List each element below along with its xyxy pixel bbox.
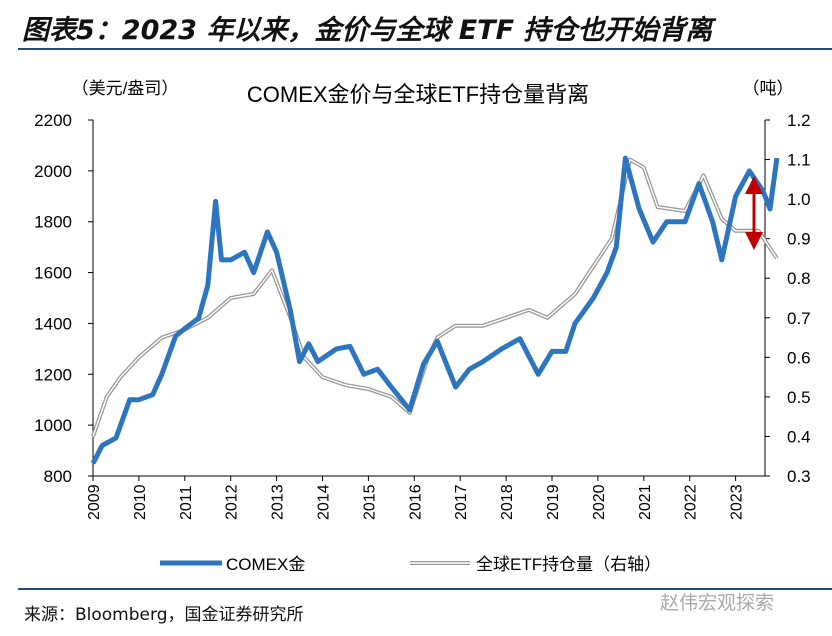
legend-label-etf: 全球ETF持仓量（右轴） <box>476 555 661 574</box>
y2-tick-label: 0.7 <box>787 309 811 328</box>
title-divider <box>18 48 832 50</box>
x-tick-label: 2012 <box>224 484 241 520</box>
y2-tick-label: 0.4 <box>787 427 811 446</box>
chart-title: COMEX金价与全球ETF持仓量背离 <box>247 82 589 107</box>
y-tick-label: 1600 <box>34 264 72 283</box>
y-tick-label: 1400 <box>34 314 72 333</box>
y2-tick-label: 1.1 <box>787 151 811 170</box>
x-tick-label: 2010 <box>132 484 149 520</box>
x-tick-label: 2019 <box>545 484 562 520</box>
x-tick-label: 2017 <box>453 484 470 520</box>
source-note: 来源：Bloomberg，国金证券研究所 <box>24 605 304 625</box>
y2-tick-label: 1.2 <box>787 111 811 130</box>
legend-label-gold: COMEX金 <box>226 555 305 574</box>
y-tick-label: 2000 <box>34 162 72 181</box>
source-divider <box>18 588 832 590</box>
y2-tick-label: 0.5 <box>787 388 811 407</box>
x-tick-label: 2015 <box>361 484 378 520</box>
arrow-up-icon <box>745 176 763 194</box>
arrow-down-icon <box>745 232 763 250</box>
chart: （美元/盎司） COMEX金价与全球ETF持仓量背离 （吨） 800 1000 12… <box>34 79 811 574</box>
x-tick-label: 2014 <box>316 484 333 520</box>
y-tick-label: 1200 <box>34 365 72 384</box>
etf-holdings-line <box>91 157 779 438</box>
x-tick-label: 2021 <box>637 484 654 520</box>
x-tick-label: 2020 <box>591 484 608 520</box>
y2-axis-label: （吨） <box>743 79 794 98</box>
x-tick-label: 2023 <box>729 484 746 520</box>
y2-tick-label: 0.8 <box>787 269 811 288</box>
y-tick-label: 1800 <box>34 213 72 232</box>
x-tick-label: 2013 <box>270 484 287 520</box>
x-tick-label: 2009 <box>86 484 103 520</box>
y-tick-label: 800 <box>44 467 72 486</box>
y-tick-label: 1000 <box>34 416 72 435</box>
figure-title: 图表5：2023 年以来，金价与全球 ETF 持仓也开始背离 <box>22 15 713 46</box>
x-tick-label: 2022 <box>683 484 700 520</box>
y2-tick-label: 0.9 <box>787 230 811 249</box>
y2-tick-label: 0.3 <box>787 467 811 486</box>
y-axis-label: （美元/盎司） <box>72 79 179 98</box>
y2-tick-label: 0.6 <box>787 348 811 367</box>
y2-tick-label: 1.0 <box>787 190 811 209</box>
comex-gold-line <box>90 155 780 465</box>
etf-holdings-line-inner <box>92 158 778 437</box>
watermark: 赵伟宏观探索 <box>660 592 775 614</box>
y-tick-label: 2200 <box>34 111 72 130</box>
x-tick-label: 2011 <box>178 485 195 520</box>
x-tick-label: 2018 <box>499 484 516 520</box>
x-tick-label: 2016 <box>407 484 424 520</box>
